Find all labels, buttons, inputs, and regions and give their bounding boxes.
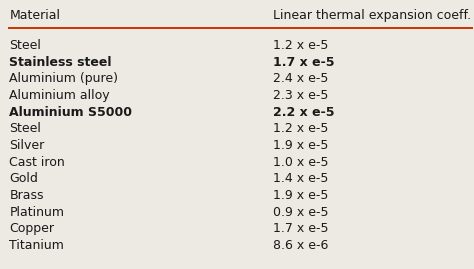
Text: Gold: Gold bbox=[9, 172, 38, 185]
Text: Stainless steel: Stainless steel bbox=[9, 56, 112, 69]
Text: 0.9 x e-5: 0.9 x e-5 bbox=[273, 206, 328, 219]
Text: Steel: Steel bbox=[9, 122, 41, 135]
Text: 1.2 x e-5: 1.2 x e-5 bbox=[273, 122, 328, 135]
Text: 1.4 x e-5: 1.4 x e-5 bbox=[273, 172, 328, 185]
Text: 1.2 x e-5: 1.2 x e-5 bbox=[273, 39, 328, 52]
Text: Copper: Copper bbox=[9, 222, 55, 235]
Text: Brass: Brass bbox=[9, 189, 44, 202]
Text: Aluminium S5000: Aluminium S5000 bbox=[9, 106, 132, 119]
Text: Aluminium (pure): Aluminium (pure) bbox=[9, 72, 119, 85]
Text: 1.9 x e-5: 1.9 x e-5 bbox=[273, 139, 328, 152]
Text: Material: Material bbox=[9, 9, 61, 22]
Text: 1.7 x e-5: 1.7 x e-5 bbox=[273, 222, 328, 235]
Text: Silver: Silver bbox=[9, 139, 45, 152]
Text: 2.2 x e-5: 2.2 x e-5 bbox=[273, 106, 334, 119]
Text: Platinum: Platinum bbox=[9, 206, 64, 219]
Text: Linear thermal expansion coeff. (°C⁻¹): Linear thermal expansion coeff. (°C⁻¹) bbox=[273, 9, 474, 22]
Text: 8.6 x e-6: 8.6 x e-6 bbox=[273, 239, 328, 252]
Text: Steel: Steel bbox=[9, 39, 41, 52]
Text: 2.3 x e-5: 2.3 x e-5 bbox=[273, 89, 328, 102]
Text: 1.7 x e-5: 1.7 x e-5 bbox=[273, 56, 334, 69]
Text: Aluminium alloy: Aluminium alloy bbox=[9, 89, 110, 102]
Text: 2.4 x e-5: 2.4 x e-5 bbox=[273, 72, 328, 85]
Text: Titanium: Titanium bbox=[9, 239, 64, 252]
Text: 1.0 x e-5: 1.0 x e-5 bbox=[273, 156, 328, 169]
Text: 1.9 x e-5: 1.9 x e-5 bbox=[273, 189, 328, 202]
Text: Cast iron: Cast iron bbox=[9, 156, 65, 169]
